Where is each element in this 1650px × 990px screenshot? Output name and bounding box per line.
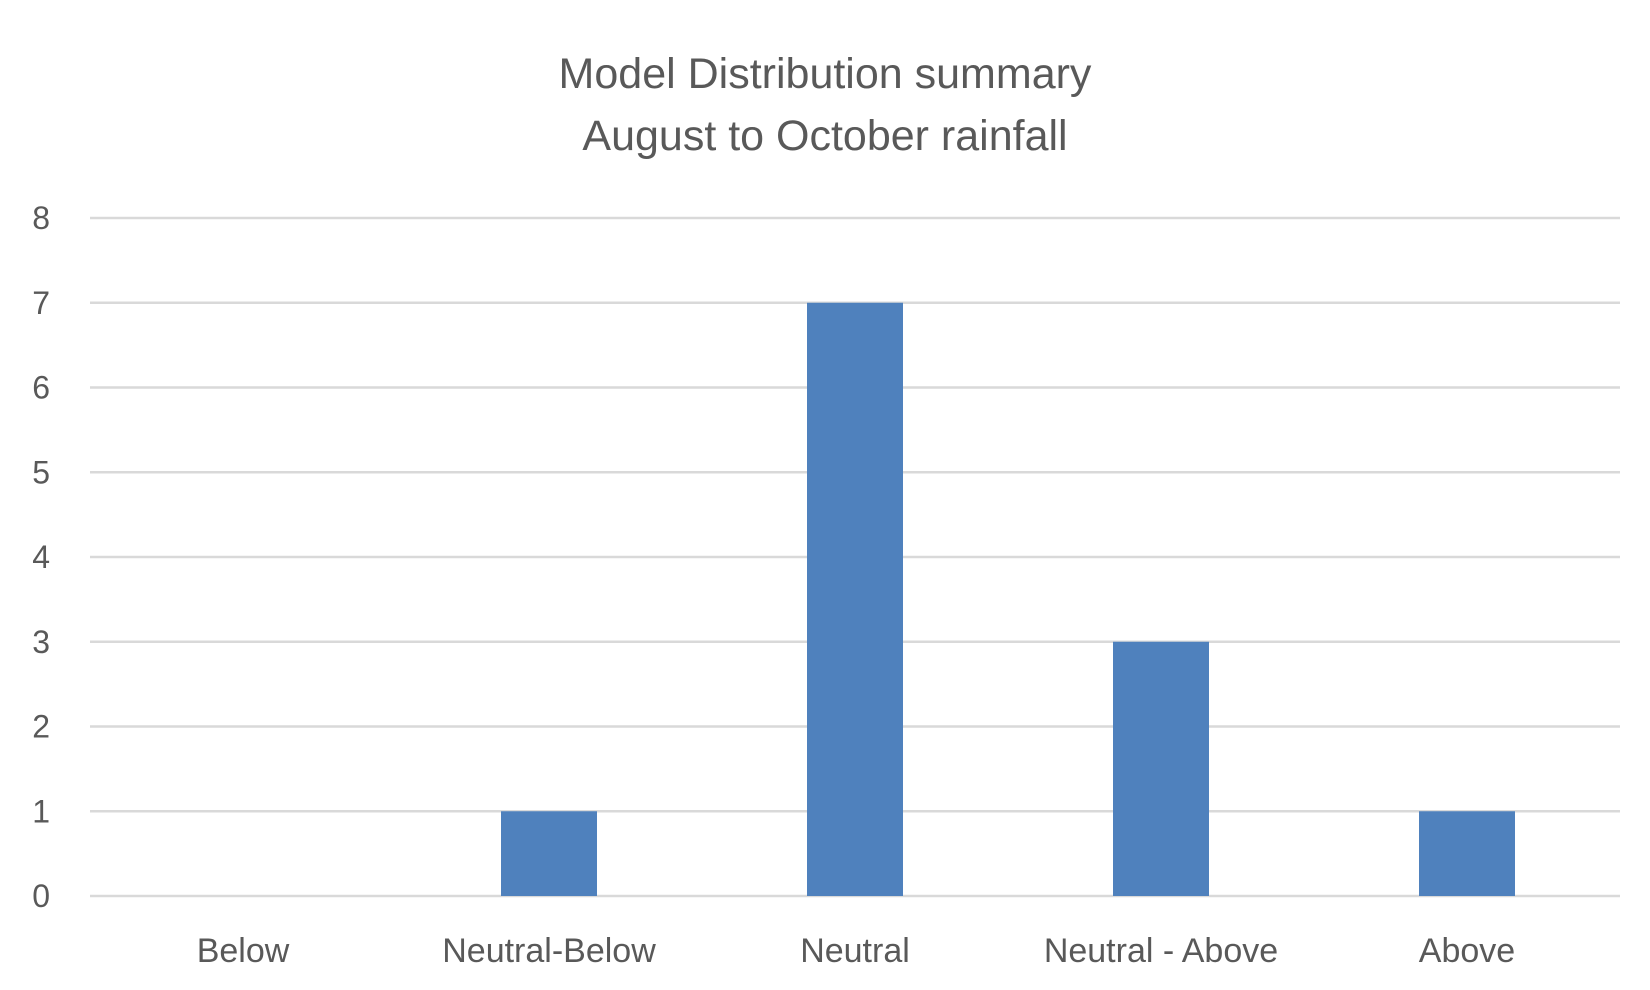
chart-title: Model Distribution summary [559,50,1092,98]
bar-neutral-below [501,811,597,896]
x-category-label: Below [197,932,290,970]
y-tick-label: 7 [32,285,50,321]
y-axis-ticks: 0 1 2 3 4 5 6 7 8 [32,200,50,914]
y-tick-label: 8 [32,200,50,236]
x-category-label: Above [1419,932,1515,970]
y-tick-label: 6 [32,370,50,406]
x-axis-categories: Below Neutral-Below Neutral Neutral - Above… [197,932,1516,970]
y-tick-label: 0 [32,878,50,914]
bars [501,302,1515,896]
y-tick-label: 4 [32,539,50,575]
bar-above [1419,811,1515,896]
y-tick-label: 1 [32,793,50,829]
y-tick-label: 3 [32,624,50,660]
x-category-label: Neutral [800,932,910,970]
chart-subtitle: August to October rainfall [582,112,1067,160]
x-category-label: Neutral-Below [442,932,656,970]
bar-neutral [807,302,903,896]
y-tick-label: 5 [32,454,50,490]
bar-neutral-above [1113,641,1209,896]
x-category-label: Neutral - Above [1044,932,1278,970]
y-tick-label: 2 [32,709,50,745]
